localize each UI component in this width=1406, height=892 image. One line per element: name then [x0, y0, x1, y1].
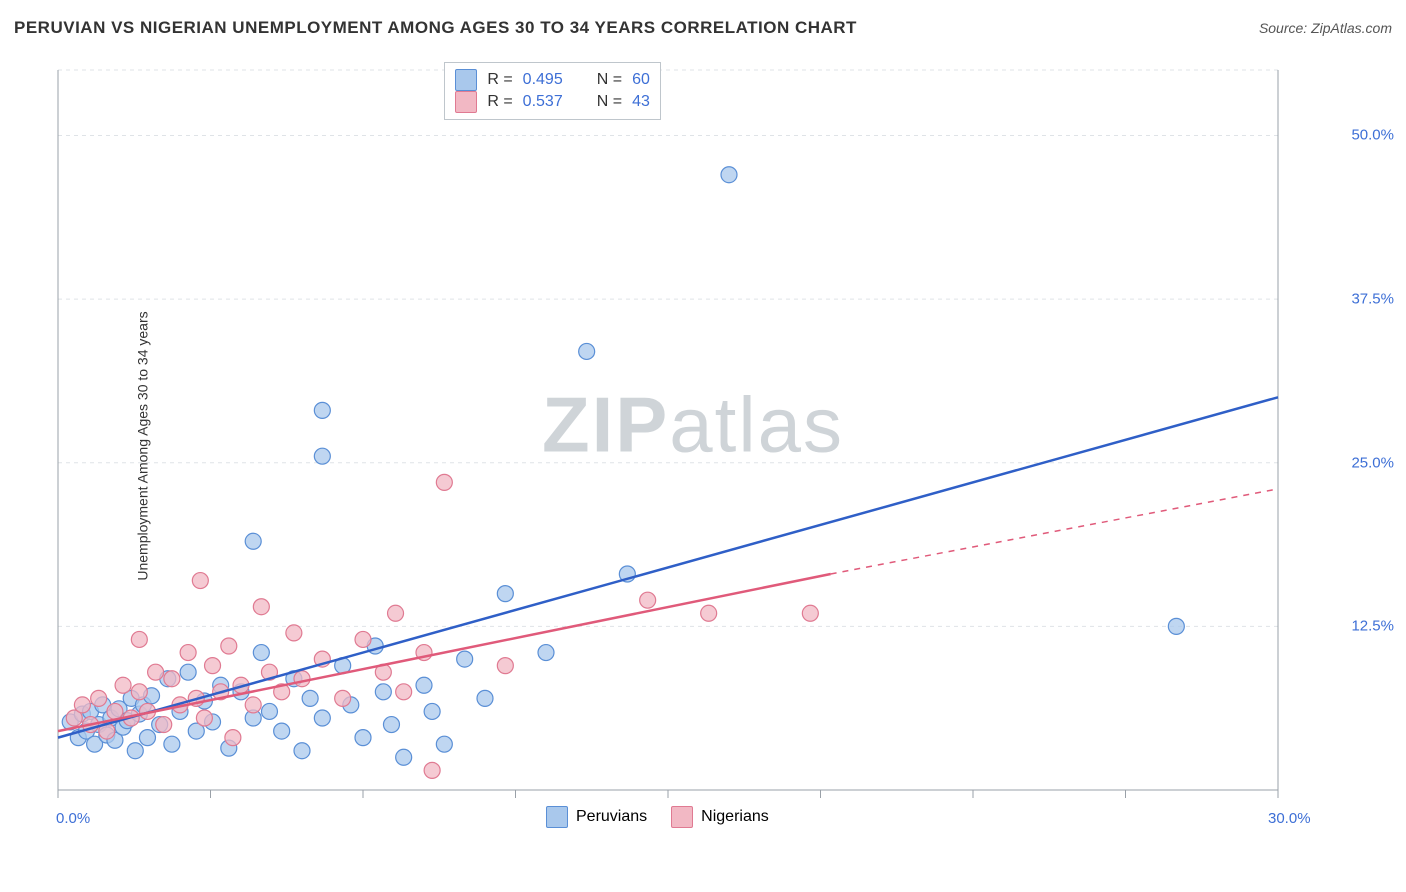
stats-legend-row: R = 0.537 N = 43 [455, 91, 650, 113]
series-name: Peruvians [576, 808, 647, 826]
x-max-label: 30.0% [1268, 810, 1311, 827]
stats-legend-row: R = 0.495 N = 60 [455, 69, 650, 91]
n-value: 60 [632, 69, 650, 91]
series-legend-item: Nigerians [671, 806, 769, 828]
r-label: R = [487, 69, 512, 91]
n-value: 43 [632, 91, 650, 113]
chart-title: PERUVIAN VS NIGERIAN UNEMPLOYMENT AMONG … [14, 18, 857, 38]
legend-swatch [546, 806, 568, 828]
r-value: 0.495 [523, 69, 563, 91]
x-min-label: 0.0% [56, 810, 90, 827]
chart-svg [48, 60, 1338, 820]
stats-legend: R = 0.495 N = 60 R = 0.537 N = 43 [444, 62, 661, 120]
n-label: N = [597, 69, 622, 91]
chart-plot-area: ZIPatlas R =0.495N =60R =0.537N =43 Peru… [48, 60, 1338, 820]
legend-swatch [455, 69, 477, 91]
y-tick-label: 37.5% [1351, 291, 1394, 308]
y-tick-label: 25.0% [1351, 454, 1394, 471]
series-legend-item: Peruvians [546, 806, 647, 828]
y-tick-label: 50.0% [1351, 127, 1394, 144]
legend-swatch [671, 806, 693, 828]
n-label: N = [597, 91, 622, 113]
legend-swatch [455, 91, 477, 113]
series-legend: Peruvians Nigerians [546, 806, 769, 828]
source-label: Source: ZipAtlas.com [1259, 20, 1392, 36]
r-value: 0.537 [523, 91, 563, 113]
r-label: R = [487, 91, 512, 113]
y-tick-label: 12.5% [1351, 618, 1394, 635]
series-name: Nigerians [701, 808, 769, 826]
